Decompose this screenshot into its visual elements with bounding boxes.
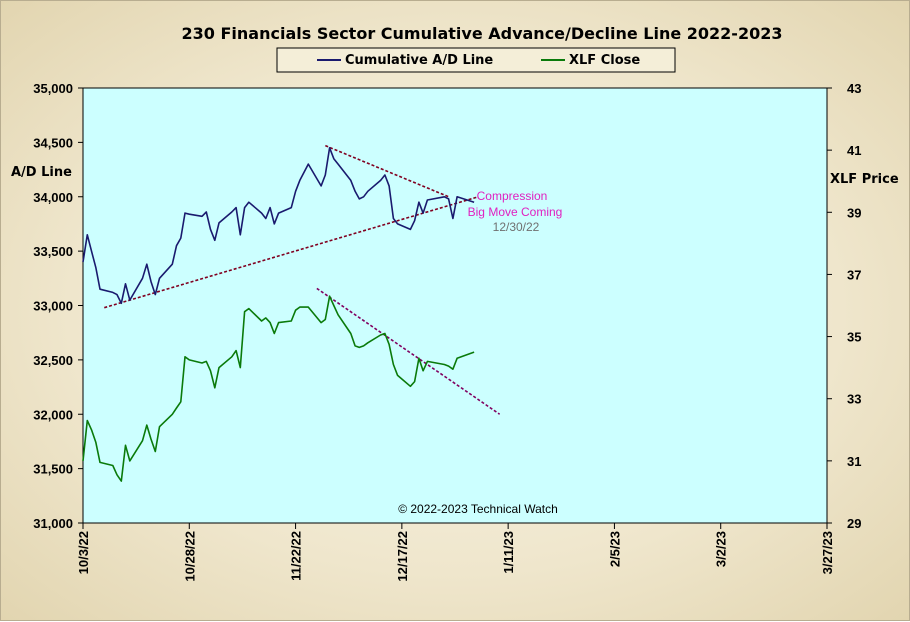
left-tick-label: 35,000 bbox=[33, 81, 73, 96]
left-tick-label: 31,500 bbox=[33, 462, 73, 477]
x-tick-label: 2/5/23 bbox=[607, 531, 622, 567]
series-line-ad bbox=[82, 147, 475, 305]
x-tick-label: 10/28/22 bbox=[182, 531, 197, 582]
left-tick-label: 34,000 bbox=[33, 190, 73, 205]
left-tick-label: 32,000 bbox=[33, 407, 73, 422]
x-tick-label: 11/22/22 bbox=[289, 531, 304, 581]
series-line-xlf bbox=[82, 295, 475, 482]
trend-line bbox=[316, 287, 501, 415]
right-tick-label: 35 bbox=[847, 330, 861, 345]
x-tick-label: 10/3/22 bbox=[76, 531, 91, 574]
annotation-date: 12/30/22 bbox=[493, 220, 540, 234]
right-tick-label: 43 bbox=[847, 81, 861, 96]
annotation-big-move: Big Move Coming bbox=[468, 205, 563, 219]
right-tick-label: 31 bbox=[847, 454, 861, 469]
x-axis: 10/3/22 10/28/22 11/22/22 12/17/22 1/11/23 2/… bbox=[76, 523, 835, 582]
chart-title: 230 Financials Sector Cumulative Advance… bbox=[182, 24, 783, 43]
legend: Cumulative A/D Line XLF Close bbox=[276, 47, 676, 73]
right-tick-label: 41 bbox=[847, 143, 861, 158]
legend-label-ad: Cumulative A/D Line bbox=[345, 53, 493, 68]
copyright-footer: © 2022-2023 Technical Watch bbox=[398, 502, 558, 516]
left-tick-label: 32,500 bbox=[33, 353, 73, 368]
x-tick-label: 12/17/22 bbox=[395, 531, 410, 582]
left-axis: 31,000 31,500 32,000 32,500 33,000 33,500 34,0… bbox=[33, 81, 83, 531]
right-tick-label: 37 bbox=[847, 267, 861, 282]
left-tick-label: 31,000 bbox=[33, 516, 73, 531]
series-lines bbox=[82, 147, 475, 482]
right-tick-label: 33 bbox=[847, 392, 861, 407]
x-tick-label: 3/2/23 bbox=[714, 531, 729, 567]
plot-area bbox=[82, 87, 828, 524]
right-axis-title: XLF Price bbox=[830, 172, 899, 187]
left-tick-label: 33,500 bbox=[33, 244, 73, 259]
x-tick-label: 3/27/23 bbox=[820, 531, 835, 574]
right-tick-label: 39 bbox=[847, 205, 861, 220]
legend-box bbox=[276, 47, 676, 73]
trend-line bbox=[325, 144, 449, 198]
right-tick-label: 29 bbox=[847, 516, 861, 531]
annotation-compression: Compression bbox=[477, 189, 548, 203]
right-axis: 29 31 33 35 37 39 41 43 bbox=[827, 81, 861, 531]
legend-label-xlf: XLF Close bbox=[569, 53, 640, 68]
left-tick-label: 34,500 bbox=[33, 135, 73, 150]
left-tick-label: 33,000 bbox=[33, 299, 73, 314]
x-tick-label: 1/11/23 bbox=[501, 531, 516, 574]
left-axis-title: A/D Line bbox=[11, 165, 72, 180]
